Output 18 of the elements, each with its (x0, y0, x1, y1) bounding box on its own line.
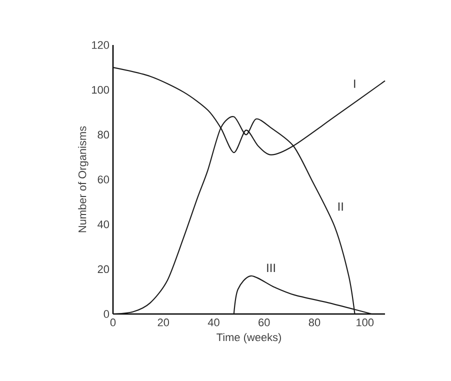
x-tick-label: 20 (158, 318, 170, 326)
x-tick-label: 0 (110, 318, 116, 326)
x-tick-label: 60 (258, 318, 270, 326)
series-label: III (267, 264, 275, 272)
x-tick-label: 80 (308, 318, 320, 326)
y-tick-label: 100 (92, 86, 110, 94)
y-tick-label: 40 (98, 220, 110, 228)
y-tick-label: 60 (98, 176, 110, 184)
y-tick-label: 120 (92, 41, 110, 49)
x-axis-title: Time (weeks) (216, 333, 281, 344)
y-tick-label: 20 (98, 265, 110, 274)
series-label: I (354, 80, 356, 88)
x-tick-label: 40 (208, 318, 220, 326)
series-label: II (338, 202, 343, 211)
y-tick-label: 0 (104, 310, 110, 318)
x-tick-label: 100 (356, 318, 374, 326)
y-tick-label: 80 (98, 130, 110, 139)
y-axis-title: Number of Organisms (78, 126, 88, 232)
